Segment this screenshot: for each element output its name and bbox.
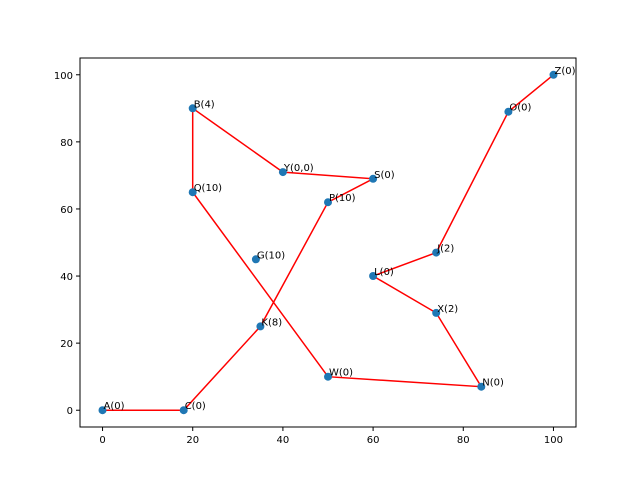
- point-label: X(2): [437, 304, 458, 315]
- point-label: Y(0,0): [283, 163, 314, 174]
- data-point: [432, 248, 441, 257]
- point-label: O(0): [509, 103, 531, 114]
- point-label: B(4): [194, 99, 215, 110]
- x-tick-label: 20: [186, 435, 199, 446]
- data-point: [432, 308, 441, 317]
- point-label: Z(0): [555, 66, 576, 77]
- point-label: W(0): [329, 368, 353, 379]
- point-label: A(0): [104, 401, 125, 412]
- point-labels-layer: A(0) C(0) K(8) P(10) S(0) Y(0,0) B(4) Q(10) G(10…: [104, 66, 576, 412]
- x-tick-label: 80: [457, 435, 470, 446]
- data-point: [188, 104, 197, 113]
- data-point: [98, 406, 107, 415]
- point-label: Q(10): [194, 183, 222, 194]
- y-tick-label: 60: [60, 205, 73, 216]
- point-label: P(10): [329, 193, 356, 204]
- data-point: [278, 168, 287, 177]
- data-point: [504, 107, 513, 116]
- point-label: C(0): [185, 401, 206, 412]
- data-point: [549, 70, 558, 79]
- point-label: N(0): [482, 378, 504, 389]
- point-label: S(0): [374, 170, 395, 181]
- points-layer: [98, 70, 558, 415]
- x-tick-label: 100: [544, 435, 563, 446]
- data-point: [251, 255, 260, 264]
- y-tick-label: 100: [54, 71, 73, 82]
- point-label: L(0): [374, 267, 394, 278]
- data-point: [256, 322, 265, 331]
- x-tick-label: 0: [99, 435, 105, 446]
- data-point: [369, 174, 378, 183]
- data-point: [188, 188, 197, 197]
- data-point: [369, 272, 378, 280]
- y-tick-label: 20: [60, 339, 73, 350]
- route-line: [102, 74, 554, 411]
- y-tick-label: 0: [67, 406, 73, 417]
- point-label: J(2): [436, 244, 454, 255]
- plot-frame: [79, 57, 577, 428]
- x-tick-label: 60: [367, 435, 380, 446]
- y-tick-label: 40: [60, 272, 73, 283]
- x-tick-label: 40: [277, 435, 290, 446]
- data-point: [324, 198, 332, 207]
- y-tick-label: 80: [60, 138, 73, 149]
- axes: 0 20 40 60 80 100 0 20 40 60 80 100: [54, 57, 577, 446]
- point-label: G(10): [257, 250, 285, 261]
- data-point: [179, 406, 188, 415]
- point-label: K(8): [261, 317, 282, 328]
- data-point: [477, 382, 486, 391]
- data-point: [324, 372, 332, 381]
- route-layer: [102, 74, 554, 411]
